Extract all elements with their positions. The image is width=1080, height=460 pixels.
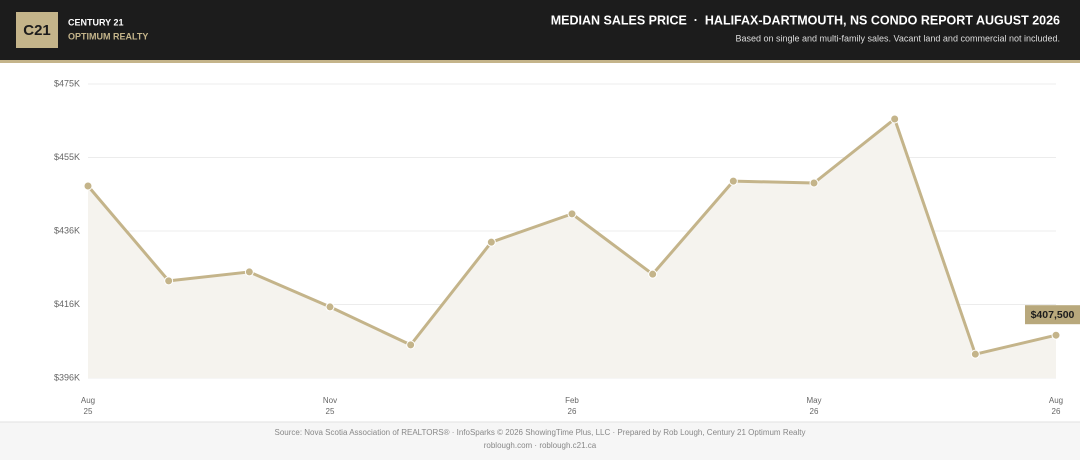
y-tick-label: $475K	[54, 78, 80, 88]
x-tick-label: 25	[326, 407, 335, 416]
point	[406, 340, 416, 350]
x-tick-label: May	[806, 396, 821, 405]
point	[970, 349, 980, 359]
header-bar	[0, 0, 1080, 60]
y-tick-label: $455K	[54, 152, 80, 162]
point	[486, 237, 496, 247]
x-tick-label: 26	[810, 407, 819, 416]
y-tick-label: $396K	[54, 372, 80, 382]
x-tick-label: Nov	[323, 396, 337, 405]
value-label-box	[1025, 305, 1080, 325]
point	[83, 181, 93, 191]
point	[325, 302, 335, 312]
brand: CENTURY 21	[68, 17, 124, 27]
y-tick-label: $416K	[54, 299, 80, 309]
point	[890, 114, 900, 124]
chart-title: MEDIAN SALES PRICE · HALIFAX-DARTMOUTH, …	[551, 13, 1060, 27]
point	[648, 269, 658, 279]
x-tick-label: Aug	[81, 396, 95, 405]
point	[1051, 330, 1061, 340]
point	[164, 276, 174, 286]
x-tick-label: 25	[84, 407, 93, 416]
header-rule	[0, 60, 1080, 63]
chart-subtitle: Based on single and multi-family sales. …	[735, 33, 1060, 43]
x-tick-label: Aug	[1049, 396, 1063, 405]
x-tick-label: 26	[568, 407, 577, 416]
point	[728, 176, 738, 186]
point	[244, 267, 254, 277]
logo: C21	[23, 22, 51, 39]
footer-links: roblough.com · roblough.c21.ca	[484, 441, 597, 450]
x-tick-label: 26	[1052, 407, 1061, 416]
value-label: $407,500	[1031, 309, 1075, 321]
logo-box	[16, 12, 58, 48]
footer-bar	[0, 422, 1080, 460]
point	[567, 209, 577, 219]
office: OPTIMUM REALTY	[68, 31, 148, 41]
x-tick-label: Feb	[565, 396, 579, 405]
footer-source: Source: Nova Scotia Association of REALT…	[274, 428, 805, 437]
point	[809, 178, 819, 188]
y-tick-label: $436K	[54, 225, 80, 235]
